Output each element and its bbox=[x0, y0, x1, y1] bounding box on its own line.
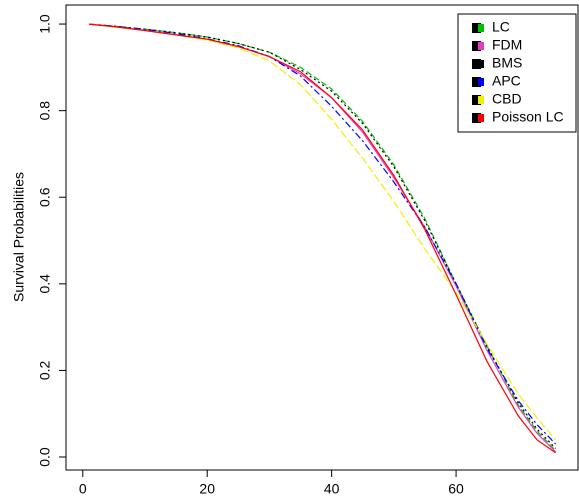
y-tick-label: 0.0 bbox=[37, 447, 53, 467]
y-axis-label: Survival Probabilities bbox=[11, 172, 27, 302]
legend-box bbox=[457, 13, 577, 133]
legend-swatch-base bbox=[472, 23, 481, 33]
y-tick-label: 0.8 bbox=[37, 101, 53, 121]
legend-swatch-base bbox=[472, 77, 481, 87]
series-line bbox=[88, 23, 556, 454]
y-tick-label: 0.6 bbox=[37, 187, 53, 207]
legend-swatch bbox=[478, 114, 484, 122]
y-tick-label: 0.2 bbox=[37, 360, 53, 380]
legend-swatch-base bbox=[472, 95, 481, 105]
series-line bbox=[88, 23, 557, 445]
x-tick-label: 60 bbox=[448, 481, 464, 497]
legend-label: CBD bbox=[492, 91, 522, 107]
legend-swatch bbox=[478, 96, 484, 104]
legend-label: FDM bbox=[492, 37, 522, 53]
legend-swatch-base bbox=[472, 113, 481, 123]
legend-label: APC bbox=[492, 73, 521, 89]
plot-frame bbox=[65, 4, 579, 471]
legend-swatch-base bbox=[472, 41, 481, 51]
legend-label: LC bbox=[492, 19, 510, 35]
legend-swatch bbox=[478, 42, 484, 50]
legend-swatch bbox=[478, 78, 484, 86]
y-tick-label: 1.0 bbox=[37, 14, 53, 34]
legend-swatch bbox=[478, 24, 484, 32]
x-tick-label: 20 bbox=[199, 481, 215, 497]
y-tick-label: 0.4 bbox=[37, 274, 53, 294]
series-line bbox=[88, 23, 557, 449]
x-tick-label: 0 bbox=[79, 481, 87, 497]
legend-label: BMS bbox=[492, 55, 522, 71]
legend-swatch bbox=[478, 60, 484, 68]
legend-swatch-base bbox=[472, 59, 481, 69]
x-tick-label: 40 bbox=[324, 481, 340, 497]
legend-label: Poisson LC bbox=[492, 109, 564, 125]
